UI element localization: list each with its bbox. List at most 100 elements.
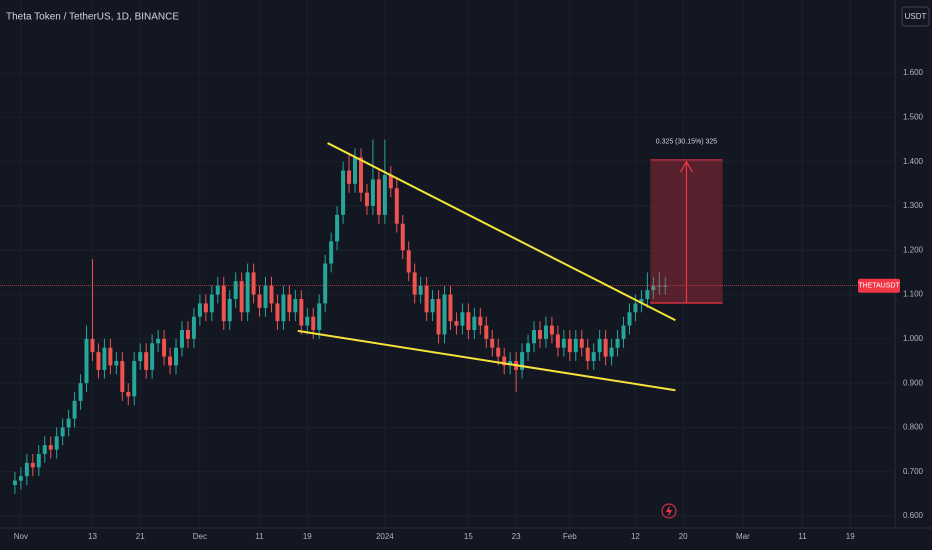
x-tick-label: 19 [303, 532, 312, 541]
candle-body [376, 179, 381, 215]
candle-body [299, 298, 304, 326]
candle-body [156, 338, 161, 344]
candle-body [526, 343, 531, 353]
x-tick-label: 2024 [376, 532, 394, 541]
currency-button[interactable] [901, 6, 930, 27]
candle-body [239, 281, 244, 313]
candle-body [609, 347, 614, 357]
candle-body [358, 157, 363, 193]
candle-body [597, 338, 602, 353]
x-tick-label: 13 [88, 532, 97, 541]
x-tick-label: Mar [736, 532, 750, 541]
candle-body [36, 454, 41, 468]
candle-body [108, 347, 113, 366]
candle-body [418, 285, 423, 295]
candle-body [257, 294, 262, 308]
candle-body [72, 400, 77, 419]
candle-body [651, 285, 656, 291]
candle-body [317, 303, 322, 330]
x-tick-label: 11 [255, 532, 264, 541]
candle-body [191, 316, 196, 339]
candle-body [221, 285, 226, 322]
candle-body [150, 343, 155, 370]
candle-body [209, 294, 214, 313]
candle-body [102, 347, 107, 370]
candle-body [466, 312, 471, 330]
candle-body [96, 352, 101, 370]
candle-body [281, 294, 286, 322]
candle-body [48, 445, 53, 450]
candle-body [532, 330, 537, 344]
candle-body [454, 321, 459, 326]
x-tick-label: 15 [464, 532, 473, 541]
candle-body [603, 338, 608, 357]
currency-label[interactable]: USDT [905, 12, 927, 21]
candle-body [520, 352, 525, 370]
candle-body [382, 174, 387, 215]
candle-body [400, 223, 405, 251]
candle-body [341, 170, 346, 215]
candle-body [388, 174, 393, 189]
candle-body [227, 298, 232, 322]
candle-body [287, 294, 292, 313]
candle-body [269, 285, 274, 304]
candle-body [347, 170, 352, 184]
symbol-tag-box [858, 278, 900, 293]
candle-body [30, 462, 35, 468]
y-tick-label: 0.600 [903, 511, 924, 520]
candle-body [633, 303, 638, 313]
candle-body [436, 298, 441, 335]
candle-body [84, 338, 89, 384]
candle-body [502, 356, 507, 366]
candle-body [567, 338, 572, 353]
candle-body [305, 316, 310, 326]
candle-body [561, 338, 566, 348]
x-tick-label: Feb [563, 532, 577, 541]
y-tick-label: 1.400 [903, 157, 924, 166]
candle-body [549, 325, 554, 335]
candle-body [293, 298, 298, 313]
candle-body [579, 338, 584, 348]
candle-body [448, 294, 453, 322]
event-icon[interactable] [661, 503, 677, 519]
candle-body [126, 392, 131, 397]
candle-body [406, 250, 411, 273]
trendline [297, 329, 676, 392]
y-tick-label: 1.500 [903, 112, 924, 121]
candle-body [120, 361, 125, 393]
y-tick-label: 0.700 [903, 467, 924, 476]
candle-body [24, 462, 29, 477]
x-tick-label: 20 [679, 532, 688, 541]
candle-body [12, 480, 17, 486]
y-tick-label: 1.600 [903, 68, 924, 77]
candle-body [162, 338, 167, 357]
y-tick-label: 0.800 [903, 423, 924, 432]
candle-body [311, 316, 316, 330]
x-tick-label: 21 [136, 532, 145, 541]
candle-body [42, 445, 47, 455]
candle-body [508, 361, 513, 366]
candle-body [627, 312, 632, 326]
candle-body [18, 476, 23, 481]
event-bolt [666, 505, 672, 517]
candle-body [490, 338, 495, 348]
trendline [327, 142, 676, 322]
candle-body [370, 179, 375, 206]
candle-body [364, 192, 369, 206]
candle-body [185, 330, 190, 339]
position-label: 0.325 (30.15%) 325 [656, 139, 718, 146]
candle-body [203, 303, 208, 313]
candle-body [537, 330, 542, 339]
candle-body [66, 418, 71, 428]
candle-body [353, 157, 358, 184]
y-tick-label: 1.100 [903, 290, 924, 299]
candle-body [460, 312, 465, 326]
x-tick-label: 12 [631, 532, 640, 541]
candle-body [233, 281, 238, 299]
candle-body [114, 361, 119, 366]
candle-body [323, 263, 328, 304]
candle-body [138, 352, 143, 362]
x-tick-label: 19 [846, 532, 855, 541]
candle-body [263, 285, 268, 308]
candle-body [179, 330, 184, 348]
